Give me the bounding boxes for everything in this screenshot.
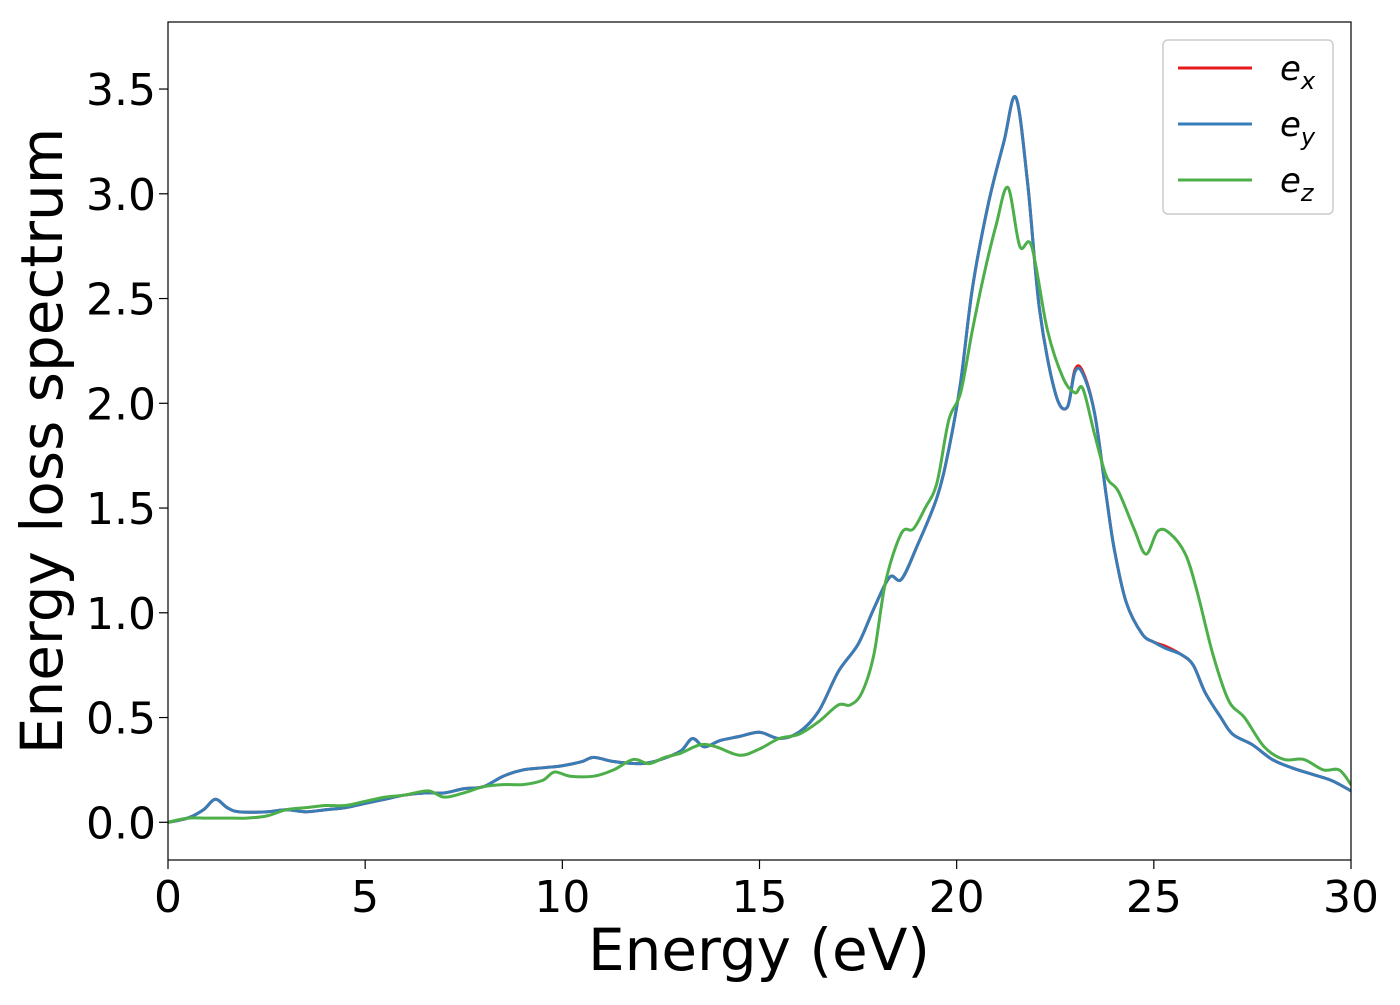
y-axis-title: Energy loss spectrum bbox=[8, 128, 76, 754]
x-tick-label: 15 bbox=[732, 872, 788, 923]
x-tick-label: 5 bbox=[351, 872, 379, 923]
legend-frame bbox=[1162, 39, 1334, 215]
y-tick-label: 3.0 bbox=[86, 170, 156, 221]
y-tick-label: 2.5 bbox=[86, 275, 156, 326]
legend-subscript-x: x bbox=[1300, 67, 1316, 95]
series-layer bbox=[168, 95, 1351, 824]
legend-label-y: ey bbox=[1280, 105, 1316, 151]
legend-subscript-z: z bbox=[1300, 179, 1315, 207]
y-tick-label: 1.5 bbox=[86, 484, 156, 535]
x-tick-label: 30 bbox=[1323, 872, 1379, 923]
y-tick-label: 3.5 bbox=[86, 65, 156, 116]
y-tick-label: 0.5 bbox=[86, 694, 156, 745]
x-axis: 0 5 10 15 20 25 30 bbox=[154, 860, 1379, 923]
series-line-z bbox=[168, 185, 1351, 824]
y-tick-label: 0.0 bbox=[86, 798, 156, 849]
x-tick-label: 0 bbox=[154, 872, 182, 923]
y-axis: 0.0 0.5 1.0 1.5 2.0 2.5 3.0 3.5 bbox=[86, 65, 168, 849]
y-tick-label: 1.0 bbox=[86, 589, 156, 640]
series-line-y bbox=[168, 95, 1351, 824]
x-tick-label: 25 bbox=[1126, 872, 1182, 923]
y-tick-label: 2.0 bbox=[86, 379, 156, 430]
legend-subscript-y: y bbox=[1300, 123, 1316, 151]
x-tick-label: 10 bbox=[534, 872, 590, 923]
x-axis-title: Energy (eV) bbox=[588, 916, 930, 984]
x-tick-label: 20 bbox=[929, 872, 985, 923]
